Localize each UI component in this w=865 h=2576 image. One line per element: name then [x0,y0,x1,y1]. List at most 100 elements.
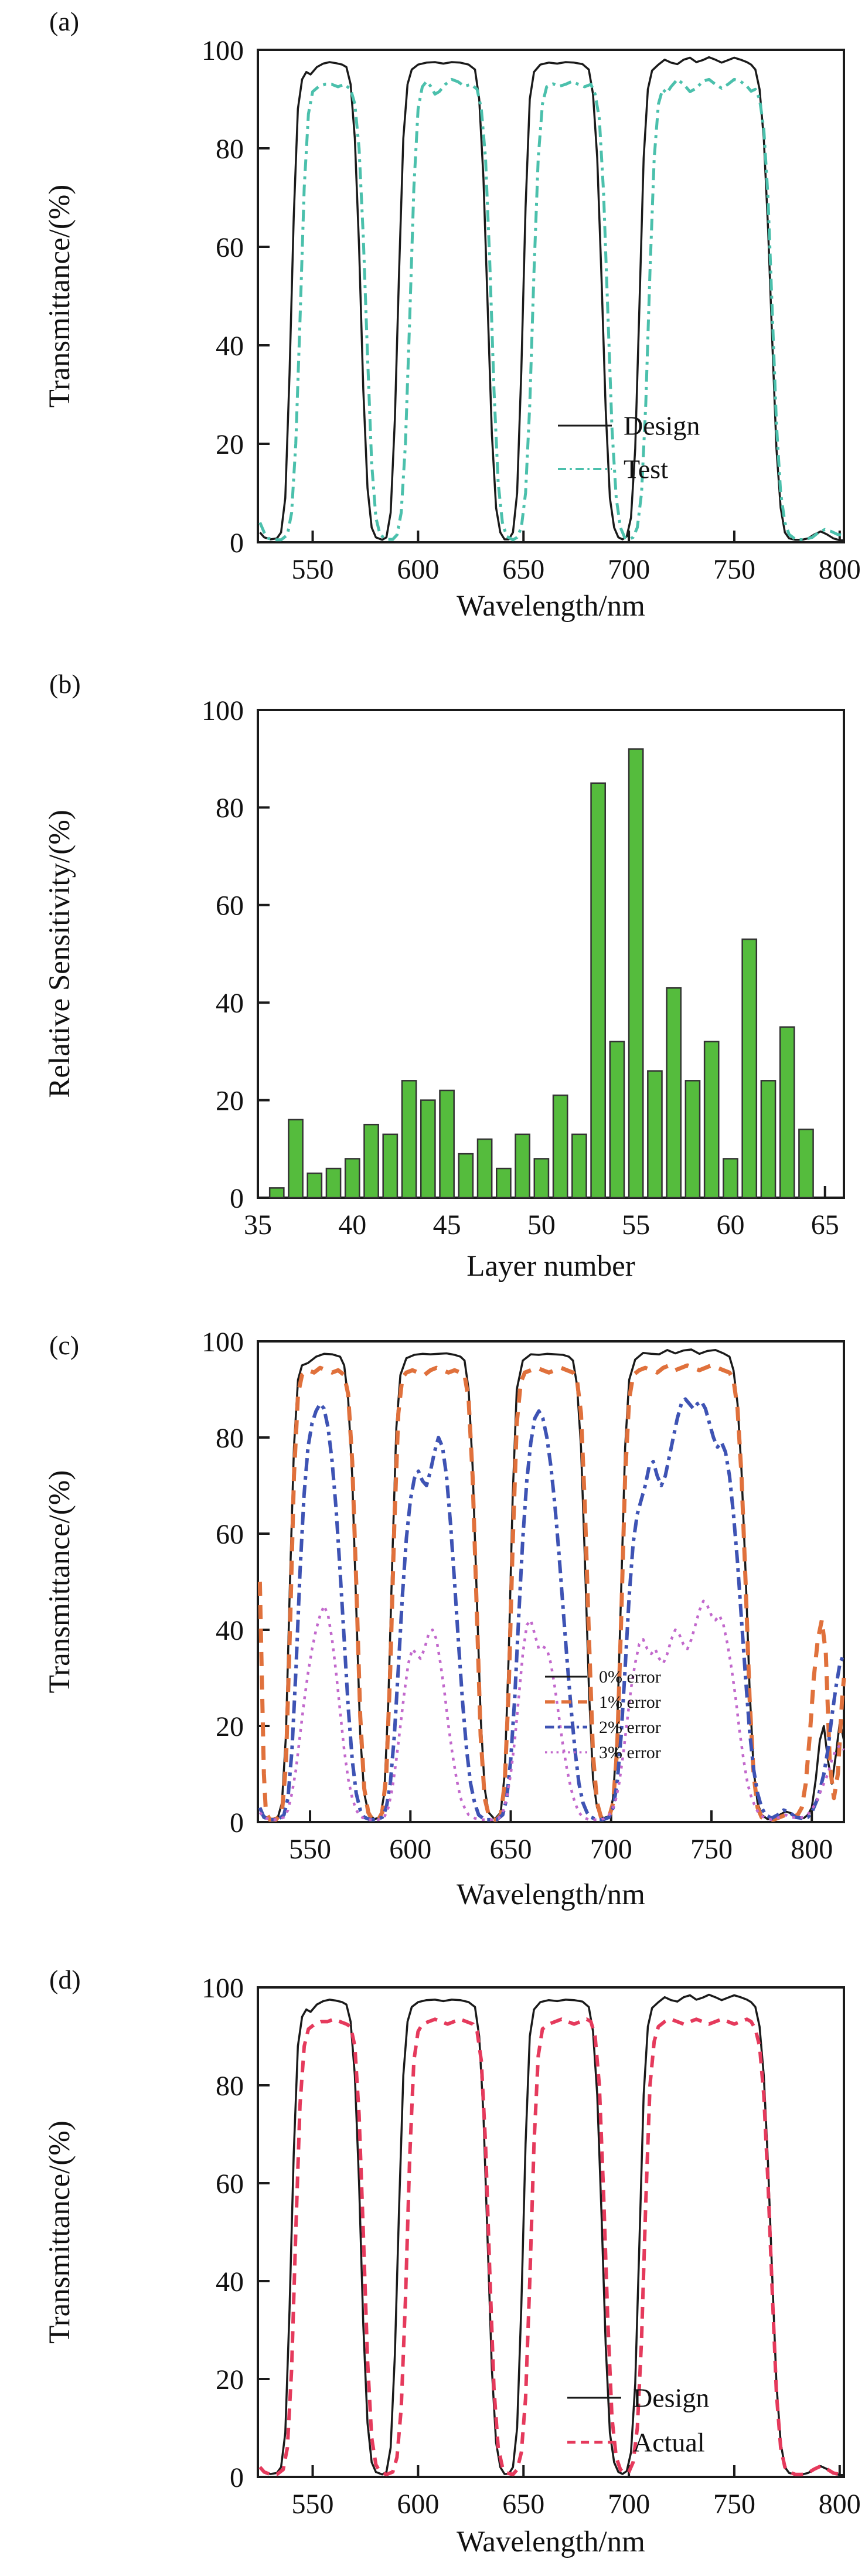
x-tick-label: 800 [791,1834,833,1865]
y-tick-label: 60 [216,232,244,263]
x-axis-title: Wavelength/nm [457,1878,645,1911]
chart-c-transmittance-error-curves: 550 600 650 700 750 800 0 20 40 60 80 100 Wavelength… [43,1327,846,1911]
bar-layer-43 [401,1080,417,1199]
y-axis-title: Transmittance/(%) [43,185,76,408]
y-tick-label: 60 [216,891,244,922]
x-tick-label: 50 [527,1209,556,1241]
y-tick-label: 40 [216,2266,244,2298]
panel-b-label: (b) [49,669,81,699]
series-line-test [258,77,844,542]
bar-layer-50 [533,1158,550,1199]
x-tick-label: 550 [292,554,334,585]
bar-layer-48 [496,1167,512,1199]
bar-layer-58 [684,1080,701,1199]
y-tick-label: 40 [216,1615,244,1646]
series-line-design [259,1993,844,2476]
legend-label: Design [624,411,700,441]
legend-label: Design [633,2383,709,2413]
bar-layer-37 [288,1119,304,1199]
x-tick-label: 750 [713,554,755,585]
y-axis-title: Transmittance/(%) [43,1470,76,1694]
axes-box [257,1986,845,2478]
legend-label: 2% error [599,1718,661,1737]
legend-label: Test [624,454,668,484]
y-tick-label: 20 [216,1085,244,1116]
legend: Design Test [558,411,700,484]
bar-layer-46 [458,1153,474,1199]
bar-layer-53 [590,782,606,1199]
y-tick-label: 20 [216,2364,244,2395]
bar-layer-61 [741,938,758,1199]
y-tick-label: 100 [202,695,244,726]
y-tick-label: 20 [216,1711,244,1742]
series-line-0-error [259,1348,845,1820]
x-tick-label: 750 [713,2489,755,2520]
legend-label: Actual [633,2428,705,2458]
y-axis-title: Relative Sensitivity/(%) [43,810,76,1098]
x-tick-label: 700 [590,1834,632,1865]
bar-layer-44 [420,1099,436,1199]
x-axis-title: Wavelength/nm [457,2526,645,2558]
legend-label: 0% error [599,1667,661,1687]
panel-c: (c) 550 600 650 700 750 800 0 20 40 60 80 100 Wavele… [0,1318,865,1941]
panel-c-label: (c) [49,1330,80,1360]
x-tick-label: 650 [490,1834,532,1865]
legend: 0% error 1% error 2% error 3% error [545,1667,661,1762]
x-tick-label: 750 [690,1834,733,1865]
y-tick-label: 0 [230,2462,244,2493]
series-line-2-error [258,1397,846,1821]
y-tick-label: 80 [216,2071,244,2102]
x-axis-title: Layer number [466,1250,635,1283]
bar-layer-38 [307,1173,323,1199]
y-tick-label: 100 [202,35,244,66]
bar-layer-57 [666,987,682,1199]
y-tick-label: 80 [216,793,244,824]
series-line-3-error [258,1599,845,1821]
y-tick-label: 40 [216,988,244,1019]
bar-layer-42 [382,1133,399,1199]
x-tick-label: 60 [716,1209,744,1241]
bar-layer-40 [344,1158,360,1199]
x-tick-label: 800 [819,2489,861,2520]
y-tick-label: 100 [202,1973,244,2004]
axes-box [257,49,845,543]
chart-a-transmittance-design-vs-test: 550 600 650 700 750 800 0 20 40 60 80 100 Wavelength… [43,35,861,623]
bar-layer-51 [552,1095,568,1199]
y-axis-title: Transmittance/(%) [43,2120,76,2344]
y-tick-label: 60 [216,1519,244,1550]
y-tick-label: 0 [230,1807,244,1838]
panel-a-label: (a) [49,6,80,36]
x-tick-label: 700 [608,554,650,585]
bar-layer-41 [363,1123,379,1199]
y-tick-label: 0 [230,1183,244,1214]
x-tick-label: 45 [433,1209,461,1241]
bar-layer-49 [515,1133,530,1199]
legend: Design Actual [567,2383,709,2458]
chart-b-relative-sensitivity-bars: 35 40 45 50 55 60 65 0 20 40 60 80 100 Layer number Re… [43,695,845,1283]
bar-layer-63 [779,1026,795,1199]
bar-layer-59 [703,1041,720,1199]
bar-layer-36 [268,1187,285,1199]
x-tick-label: 40 [338,1209,366,1241]
x-tick-label: 600 [397,2489,439,2520]
bar-layer-55 [628,748,644,1199]
x-tick-label: 800 [819,554,861,585]
panel-d: (d) 550 600 650 700 750 800 0 20 40 60 80 100 Wavele… [0,1941,865,2576]
y-tick-label: 100 [202,1327,244,1358]
bar-layer-62 [760,1080,777,1199]
legend-label: 3% error [599,1743,661,1762]
chart-d-transmittance-design-vs-actual: 550 600 650 700 750 800 0 20 40 60 80 100 Wavelength… [43,1973,861,2558]
panel-a: (a) 550 600 650 700 750 800 0 20 40 60 80 100 Wavele… [0,0,865,644]
x-tick-label: 550 [289,1834,331,1865]
x-tick-label: 35 [244,1209,272,1241]
bar-layer-64 [798,1129,814,1199]
x-tick-label: 550 [292,2489,334,2520]
y-tick-label: 0 [230,528,244,559]
x-axis-title: Wavelength/nm [457,590,645,623]
y-tick-label: 60 [216,2169,244,2200]
y-tick-label: 80 [216,134,244,165]
bar-layer-47 [476,1138,493,1199]
x-tick-label: 55 [622,1209,650,1241]
x-tick-label: 600 [389,1834,431,1865]
bar-layer-39 [325,1167,342,1199]
